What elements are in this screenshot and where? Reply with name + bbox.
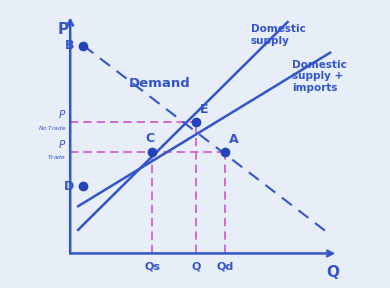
Text: C: C — [145, 132, 154, 145]
Text: D: D — [64, 180, 74, 193]
Text: Q: Q — [191, 262, 201, 272]
Text: Demand: Demand — [129, 77, 190, 90]
Text: $_{Trade}$: $_{Trade}$ — [48, 153, 66, 162]
Text: B: B — [65, 39, 74, 52]
Text: Qd: Qd — [217, 262, 234, 272]
Text: $P$: $P$ — [58, 138, 66, 149]
Text: Q: Q — [326, 265, 339, 280]
Text: A: A — [229, 133, 239, 146]
Text: E: E — [200, 103, 209, 116]
Text: P: P — [58, 22, 69, 37]
Text: $P$: $P$ — [58, 108, 66, 120]
Text: Domestic
supply: Domestic supply — [250, 24, 305, 46]
Text: Domestic
supply +
imports: Domestic supply + imports — [292, 60, 347, 93]
Text: Qs: Qs — [144, 262, 160, 272]
Text: $_{No\ Trade}$: $_{No\ Trade}$ — [37, 124, 66, 132]
